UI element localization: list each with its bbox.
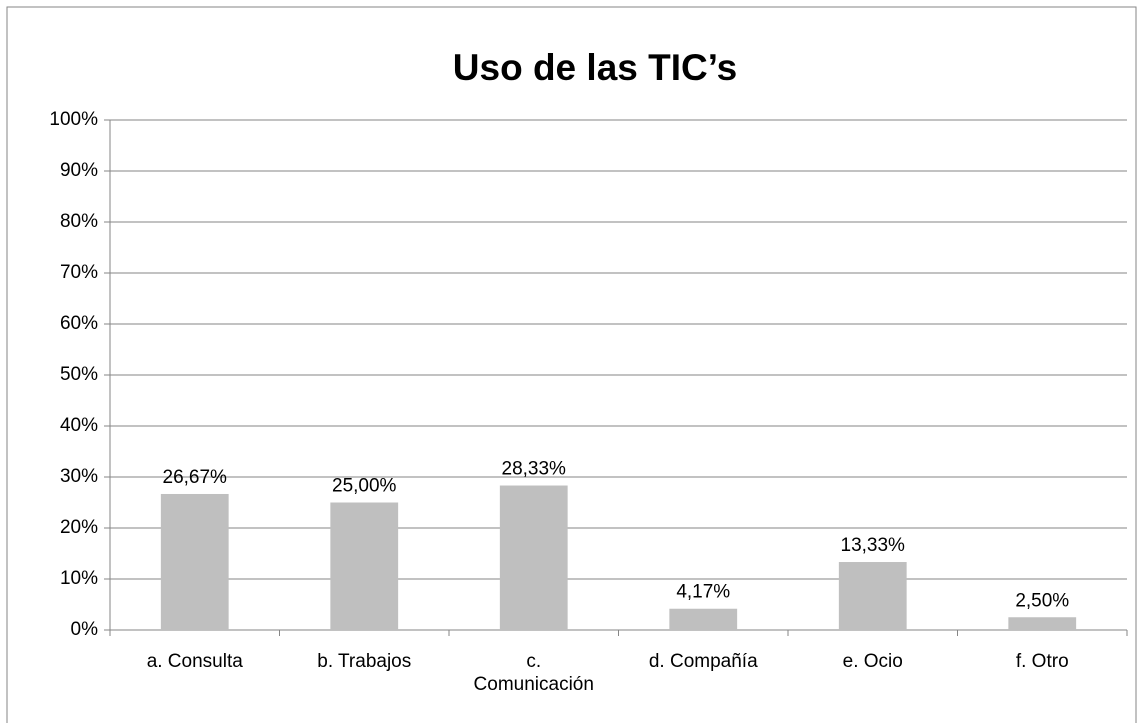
y-tick-label: 100% xyxy=(49,109,98,130)
bar xyxy=(669,608,738,630)
data-label: 26,67% xyxy=(163,467,228,488)
bar xyxy=(499,485,568,630)
y-tick-label: 20% xyxy=(60,517,98,538)
data-label: 13,33% xyxy=(841,535,906,556)
data-label: 28,33% xyxy=(502,459,567,480)
chart-title: Uso de las TIC’s xyxy=(453,47,737,88)
data-label: 25,00% xyxy=(332,476,397,497)
x-tick-label: d. Compañía xyxy=(648,651,758,672)
y-tick-label: 0% xyxy=(71,619,99,640)
x-tick-label: b. Trabajos xyxy=(317,651,412,672)
x-tick-label: f. Otro xyxy=(1015,651,1069,672)
y-tick-label: 10% xyxy=(60,568,98,589)
y-tick-label: 90% xyxy=(60,160,98,181)
y-tick-label: 60% xyxy=(60,313,98,334)
x-tick-label: a. Consulta xyxy=(146,651,243,672)
bar xyxy=(1008,617,1077,630)
bar xyxy=(160,493,229,630)
bar xyxy=(838,562,907,630)
y-tick-label: 30% xyxy=(60,466,98,487)
x-tick-label: e. Ocio xyxy=(842,651,903,672)
data-label: 2,50% xyxy=(1015,590,1069,611)
y-tick-label: 70% xyxy=(60,262,98,283)
data-label: 4,17% xyxy=(676,582,730,603)
y-tick-label: 50% xyxy=(60,364,98,385)
x-tick-label: c. Comunicación xyxy=(473,651,594,695)
bar xyxy=(330,502,399,630)
y-tick-label: 80% xyxy=(60,211,98,232)
y-tick-label: 40% xyxy=(60,415,98,436)
